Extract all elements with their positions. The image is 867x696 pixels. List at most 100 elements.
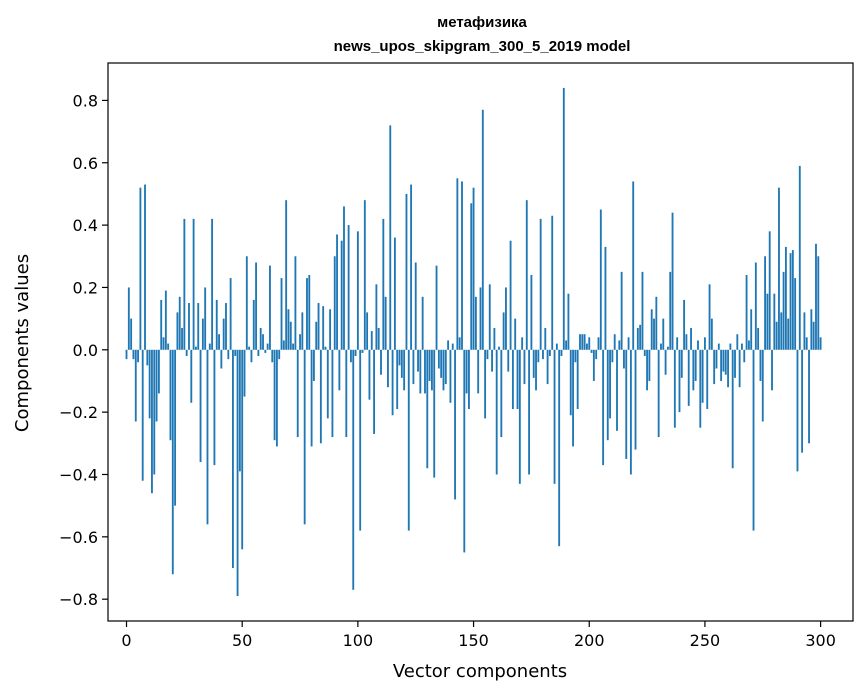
bar-279 <box>771 349 773 391</box>
bar-192 <box>569 349 572 416</box>
bar-90 <box>333 256 336 350</box>
bar-257 <box>720 349 723 381</box>
bar-161 <box>498 346 500 350</box>
bar-198 <box>583 334 586 350</box>
bar-210 <box>611 349 614 363</box>
bar-194 <box>574 349 577 363</box>
bar-121 <box>405 193 408 350</box>
bar-225 <box>646 349 649 391</box>
bar-80 <box>310 349 313 447</box>
bar-22 <box>176 312 179 350</box>
bar-176 <box>532 349 535 378</box>
bar-240 <box>680 349 683 378</box>
bar-48 <box>236 349 239 597</box>
bar-69 <box>285 200 288 350</box>
y-tick-label: 0.8 <box>73 91 98 110</box>
bar-8 <box>144 184 146 350</box>
bar-266 <box>741 343 743 350</box>
bar-251 <box>706 349 709 410</box>
bar-49 <box>238 349 241 472</box>
bar-114 <box>389 125 392 350</box>
bar-123 <box>410 184 413 350</box>
bar-289 <box>794 278 797 350</box>
x-axis-label: Vector components <box>393 661 567 682</box>
bar-260 <box>727 349 729 388</box>
bar-149 <box>470 203 473 350</box>
bar-146 <box>463 349 466 553</box>
bar-6 <box>139 187 142 350</box>
bar-171 <box>521 337 524 350</box>
bar-109 <box>377 327 380 350</box>
bar-247 <box>697 340 699 350</box>
bar-254 <box>713 349 716 385</box>
bar-165 <box>507 349 510 372</box>
bar-88 <box>329 309 332 350</box>
bar-274 <box>759 349 762 381</box>
bar-184 <box>551 215 554 350</box>
bar-297 <box>812 321 815 350</box>
bar-65 <box>275 349 278 447</box>
bar-237 <box>673 349 676 428</box>
bar-9 <box>146 349 149 366</box>
bar-243 <box>687 349 690 406</box>
bar-145 <box>461 181 463 350</box>
bar-234 <box>666 346 669 350</box>
bar-282 <box>778 187 780 350</box>
bar-41 <box>220 349 223 369</box>
bar-142 <box>454 349 456 500</box>
bar-51 <box>243 349 246 397</box>
bar-85 <box>322 306 325 350</box>
bar-270 <box>750 309 753 350</box>
bar-156 <box>486 349 489 360</box>
bar-157 <box>488 284 491 350</box>
bar-40 <box>218 334 220 350</box>
bar-300 <box>819 337 822 350</box>
bar-233 <box>664 349 667 375</box>
bar-1 <box>127 287 130 350</box>
bar-101 <box>359 349 362 531</box>
y-tick-label: −0.4 <box>59 465 98 484</box>
bar-208 <box>606 349 609 441</box>
bar-173 <box>525 200 528 350</box>
bar-46 <box>232 349 234 568</box>
bar-175 <box>530 274 533 350</box>
bar-160 <box>495 349 498 475</box>
bar-53 <box>248 346 251 350</box>
bar-268 <box>745 274 748 350</box>
bar-199 <box>586 343 588 350</box>
bar-286 <box>787 318 790 350</box>
bar-275 <box>761 349 764 422</box>
bar-3 <box>132 349 135 360</box>
bar-201 <box>590 349 593 353</box>
bar-204 <box>597 337 600 350</box>
bar-222 <box>639 324 642 350</box>
bar-200 <box>588 337 591 350</box>
bar-52 <box>245 256 248 350</box>
bar-293 <box>803 312 806 350</box>
bar-148 <box>468 349 470 410</box>
bar-89 <box>331 349 334 438</box>
bar-124 <box>412 349 415 385</box>
bar-127 <box>419 349 422 394</box>
bar-74 <box>296 349 299 438</box>
bar-276 <box>764 256 767 350</box>
bar-130 <box>426 349 429 469</box>
y-tick-label: 0.2 <box>73 278 98 297</box>
bar-202 <box>592 349 595 381</box>
bar-43 <box>225 303 227 350</box>
y-tick-label: −0.6 <box>59 528 98 547</box>
bar-216 <box>625 349 628 459</box>
bar-60 <box>264 349 267 353</box>
bar-92 <box>338 349 341 391</box>
bar-248 <box>699 349 702 428</box>
bar-44 <box>227 349 230 360</box>
bar-100 <box>356 231 359 350</box>
bar-13 <box>155 349 158 422</box>
bar-158 <box>491 349 493 372</box>
bar-226 <box>648 349 651 381</box>
bar-122 <box>407 349 410 531</box>
bar-91 <box>336 234 338 350</box>
bar-23 <box>178 296 181 350</box>
bar-235 <box>669 271 672 350</box>
